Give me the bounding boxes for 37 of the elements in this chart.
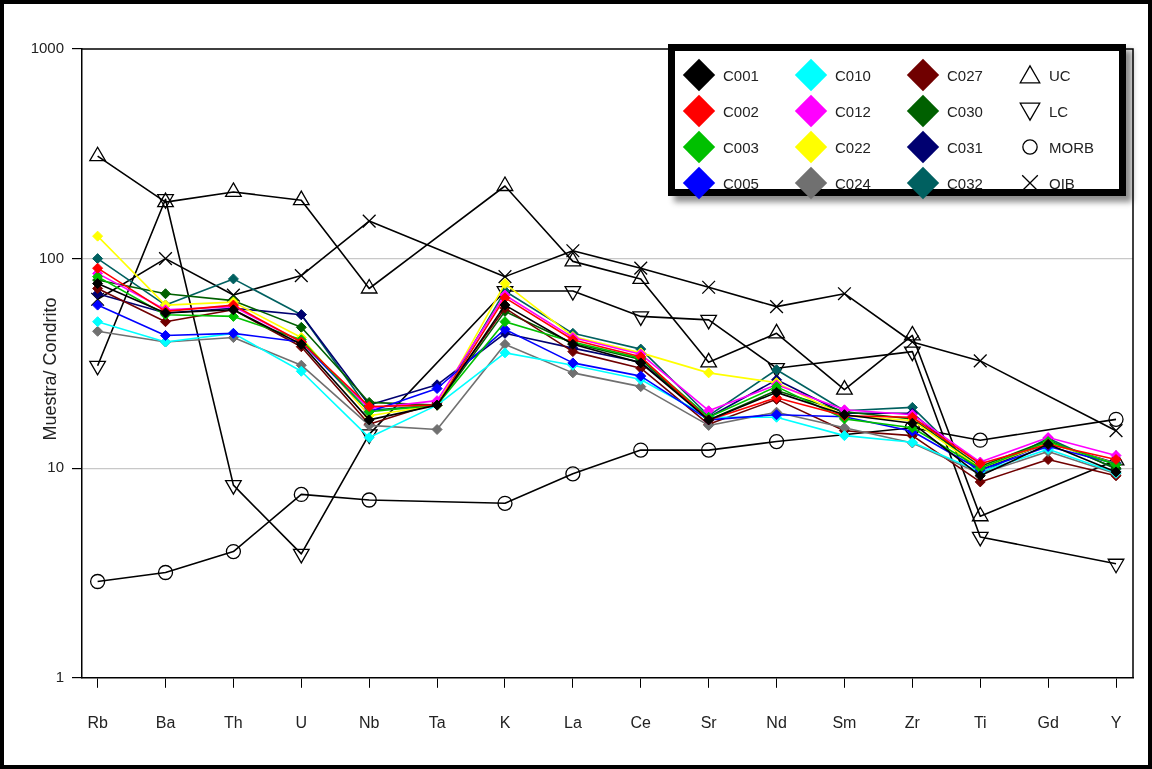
x-tick-label: Ta — [428, 713, 446, 731]
legend-label: MORB — [1049, 138, 1094, 156]
x-tick-label: Ba — [155, 713, 176, 731]
legend-label: C024 — [835, 174, 871, 192]
legend-label: C010 — [835, 66, 871, 84]
legend-label: C032 — [947, 174, 983, 192]
legend-label: C012 — [835, 102, 871, 120]
x-tick-label: Ti — [973, 713, 987, 731]
x-tick-label: Nb — [358, 713, 380, 731]
legend-label: C022 — [835, 138, 871, 156]
legend-label: UC — [1049, 66, 1071, 84]
x-tick-label: Th — [224, 713, 243, 731]
x-tick-label: Ce — [630, 713, 652, 731]
x-tick-label: Y — [1110, 713, 1122, 731]
legend-label: OIB — [1049, 174, 1075, 192]
legend-label: C005 — [723, 174, 759, 192]
x-tick-label: Zr — [904, 713, 921, 731]
y-tick-label: 1000 — [30, 39, 64, 57]
legend-label: C030 — [947, 102, 983, 120]
legend-label: C001 — [723, 66, 759, 84]
x-tick-label: Gd — [1037, 713, 1059, 731]
y-tick-label: 100 — [38, 248, 64, 266]
legend-label: C003 — [723, 138, 759, 156]
x-tick-label: La — [563, 713, 582, 731]
y-tick-label: 10 — [47, 458, 64, 476]
x-tick-label: Sr — [700, 713, 718, 731]
legend-label: C027 — [947, 66, 983, 84]
x-tick-label: Nd — [766, 713, 787, 731]
x-tick-label: U — [295, 713, 308, 731]
legend-label: LC — [1049, 102, 1069, 120]
x-tick-label: Rb — [87, 713, 108, 731]
y-axis-title: Muestra/ Condrito — [39, 297, 61, 441]
legend-label: C002 — [723, 102, 759, 120]
legend-label: C031 — [947, 138, 983, 156]
y-tick-label: 1 — [55, 667, 64, 685]
x-tick-label: Sm — [832, 713, 857, 731]
x-tick-label: K — [499, 713, 511, 731]
